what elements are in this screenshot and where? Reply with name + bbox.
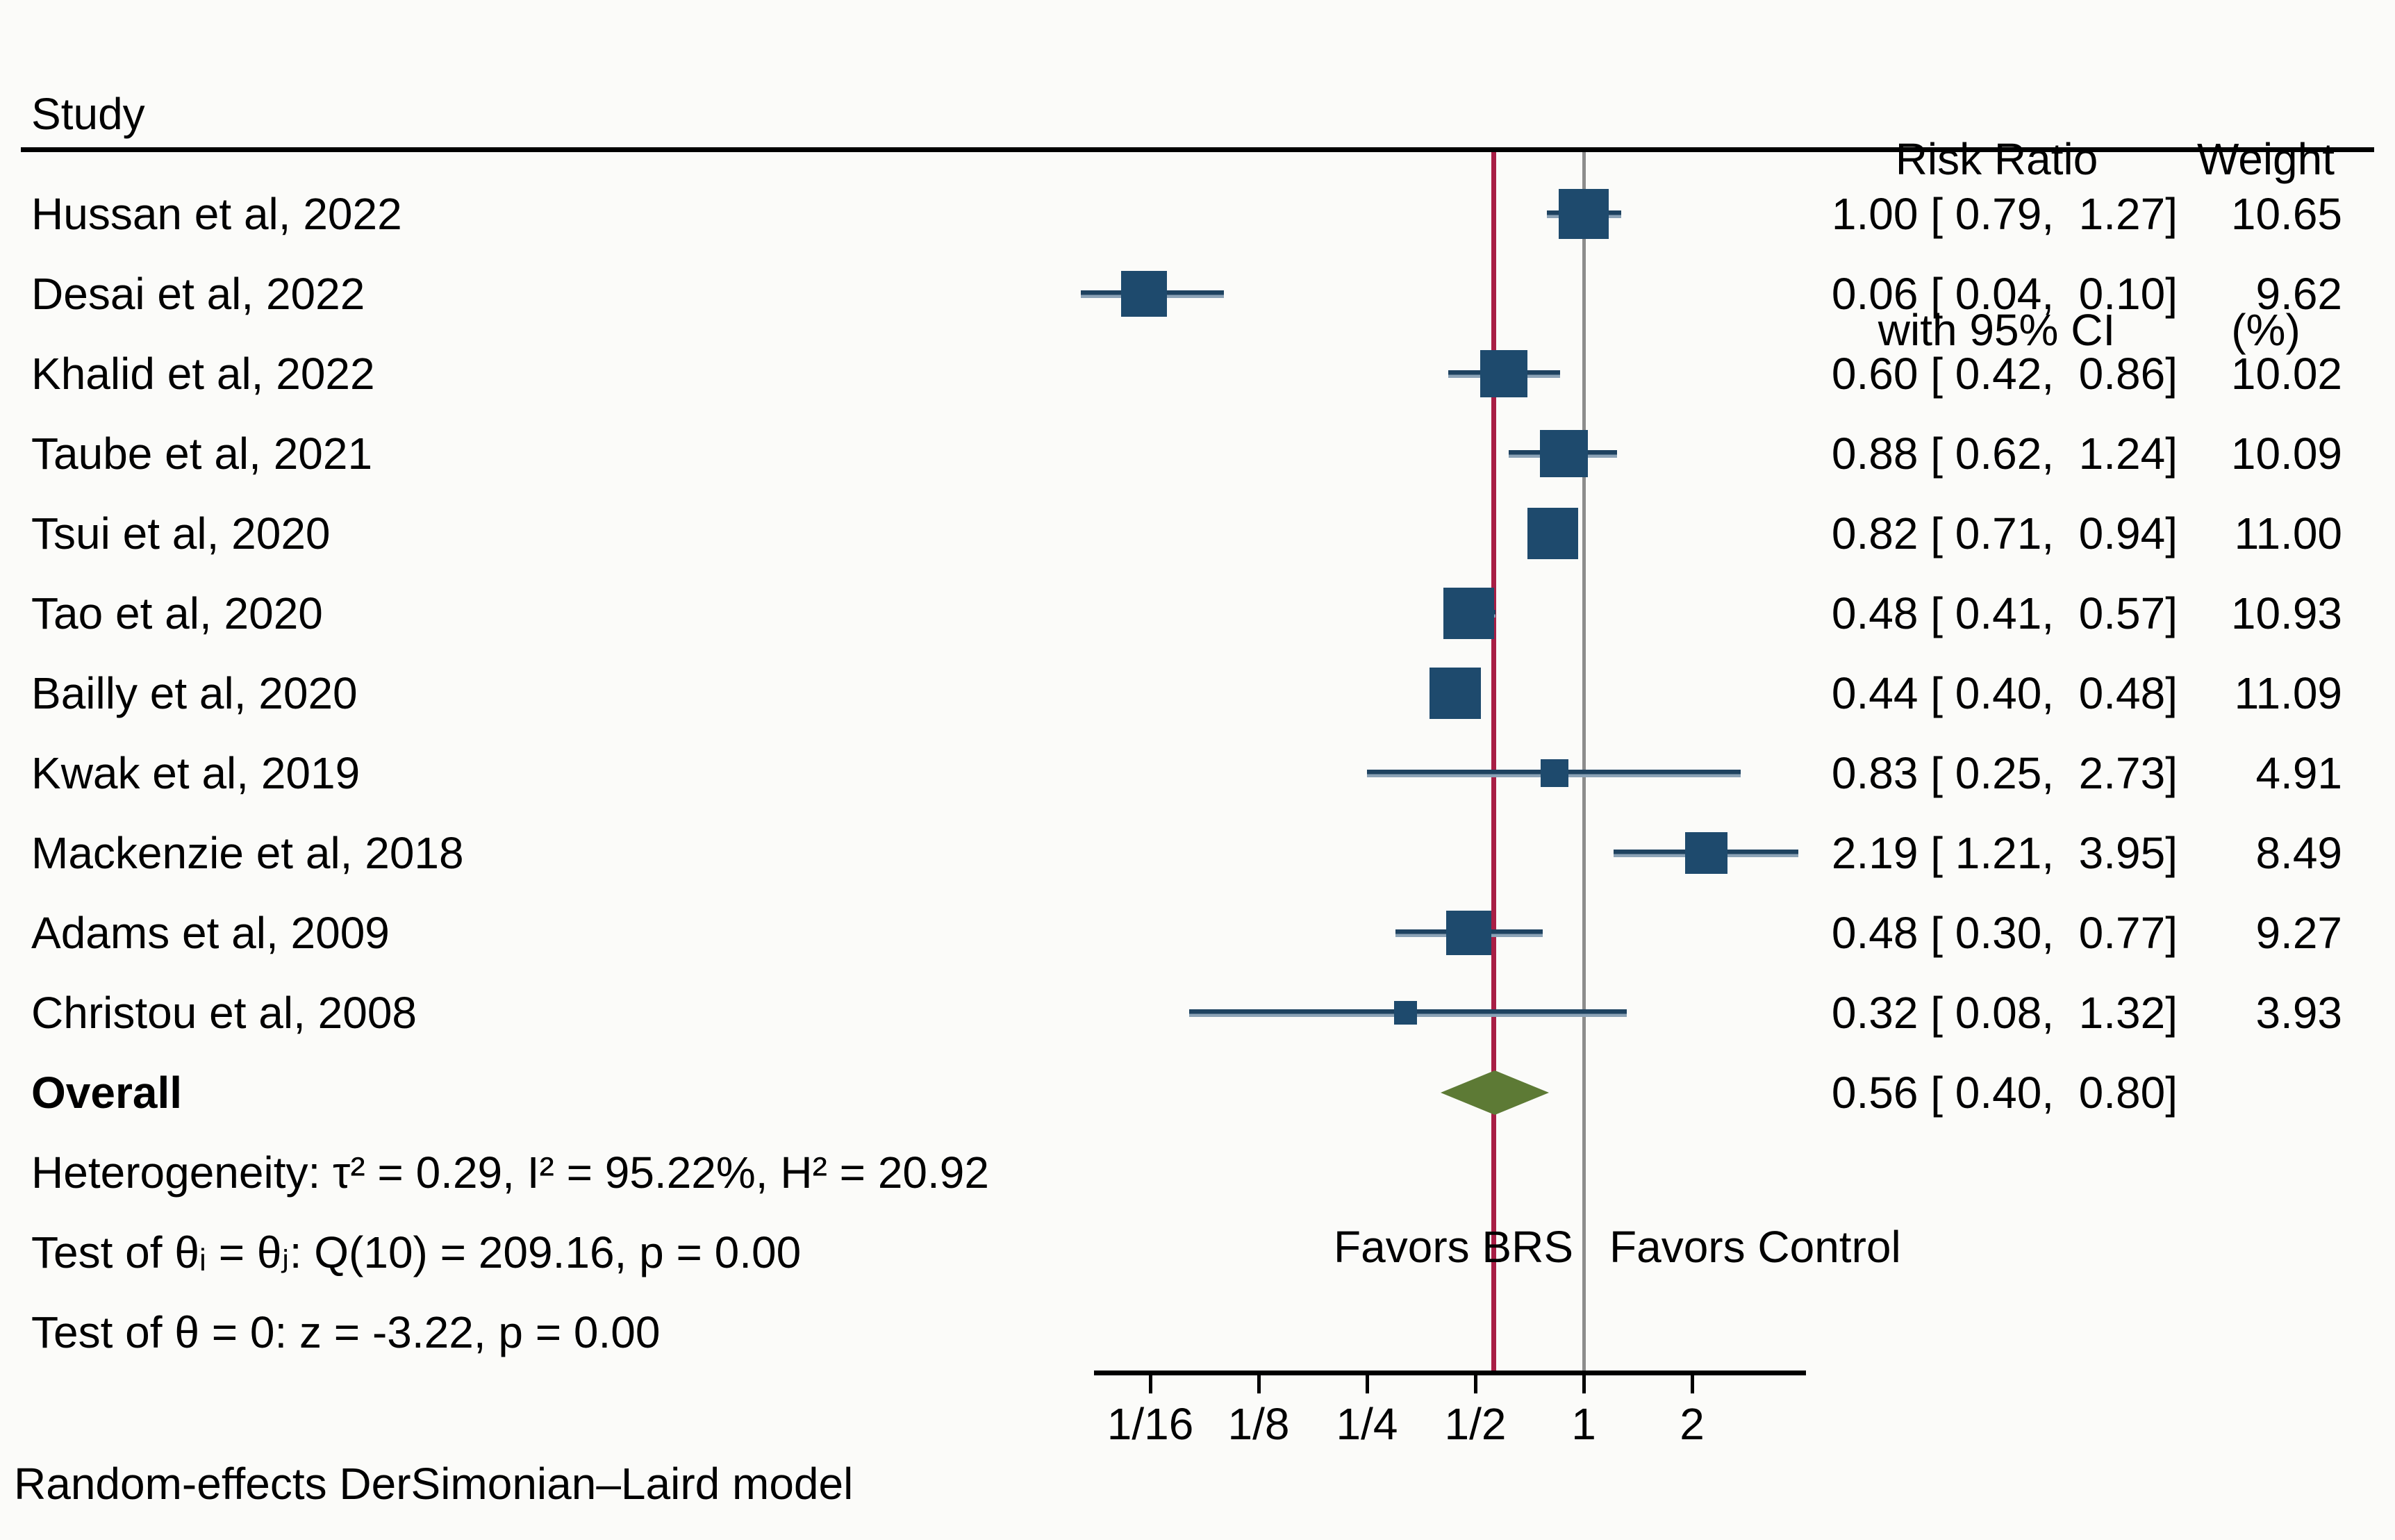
risk-ratio-value: 1.00 [ 0.79, 1.27] (1831, 189, 2178, 239)
study-label: Mackenzie et al, 2018 (31, 828, 464, 878)
effect-size-square (1443, 588, 1495, 639)
risk-ratio-header-line2: with 95% CI (1878, 305, 2116, 355)
x-axis-tick-mark (1474, 1375, 1477, 1393)
x-axis-tick-mark (1691, 1375, 1694, 1393)
study-label: Adams et al, 2009 (31, 908, 390, 958)
weight-header-line2: (%) (2231, 305, 2301, 355)
overall-risk-ratio-value: 0.56 [ 0.40, 0.80] (1831, 1068, 2178, 1118)
weight-value: 4.91 (2255, 748, 2342, 798)
x-axis-tick-label: 1 (1571, 1399, 1596, 1449)
study-label: Tsui et al, 2020 (31, 508, 331, 558)
study-label: Hussan et al, 2022 (31, 189, 402, 239)
study-label: Christou et al, 2008 (31, 988, 417, 1038)
x-axis-tick-label: 1/8 (1227, 1399, 1290, 1449)
overall-label: Overall (31, 1068, 183, 1118)
risk-ratio-value: 0.06 [ 0.04, 0.10] (1831, 269, 2178, 319)
x-axis-tick-mark (1582, 1375, 1586, 1393)
risk-ratio-header-line1: Risk Ratio (1895, 134, 2098, 184)
risk-ratio-value: 0.60 [ 0.42, 0.86] (1831, 349, 2178, 399)
weight-value: 11.09 (2234, 668, 2342, 718)
weight-value: 10.02 (2230, 349, 2342, 399)
favors-right-label: Favors Control (1609, 1222, 1901, 1272)
effect-size-square (1527, 508, 1579, 559)
effect-size-square (1541, 759, 1568, 787)
overall-diamond (1440, 1070, 1549, 1115)
x-axis-tick-mark (1257, 1375, 1261, 1393)
study-label: Desai et al, 2022 (31, 269, 365, 319)
test-theta-zero: Test of θ = 0: z = -3.22, p = 0.00 (31, 1307, 661, 1357)
heterogeneity-stats: Heterogeneity: τ² = 0.29, I² = 95.22%, H… (31, 1148, 989, 1198)
risk-ratio-value: 0.88 [ 0.62, 1.24] (1831, 429, 2178, 479)
weight-column-header: Weight (%) (2189, 17, 2342, 472)
risk-ratio-value: 0.44 [ 0.40, 0.48] (1831, 668, 2178, 718)
effect-size-square (1393, 1001, 1418, 1025)
test-theta-equality: Test of θᵢ = θⱼ: Q(10) = 209.16, p = 0.0… (31, 1227, 802, 1277)
x-axis-tick-label: 1/16 (1107, 1399, 1194, 1449)
risk-ratio-value: 0.83 [ 0.25, 2.73] (1831, 748, 2178, 798)
x-axis-tick-label: 1/4 (1336, 1399, 1398, 1449)
effect-size-square (1120, 270, 1168, 317)
x-axis-tick-label: 1/2 (1444, 1399, 1507, 1449)
study-label: Taube et al, 2021 (31, 429, 373, 479)
weight-value: 11.00 (2234, 508, 2342, 558)
risk-ratio-value: 0.82 [ 0.71, 0.94] (1831, 508, 2178, 558)
favors-left-label: Favors BRS (1334, 1222, 1573, 1272)
weight-value: 8.49 (2255, 828, 2342, 878)
study-label: Bailly et al, 2020 (31, 668, 358, 718)
risk-ratio-value: 0.32 [ 0.08, 1.32] (1831, 988, 2178, 1038)
header-rule (21, 147, 2374, 152)
overall-diamond-shape (1440, 1070, 1549, 1115)
study-label: Kwak et al, 2019 (31, 748, 361, 798)
model-note: Random-effects DerSimonian–Laird model (14, 1459, 854, 1509)
weight-value: 10.65 (2230, 189, 2342, 239)
effect-size-square (1559, 189, 1609, 239)
x-axis-tick-label: 2 (1680, 1399, 1705, 1449)
null-reference-line (1582, 152, 1586, 1371)
risk-ratio-value: 0.48 [ 0.41, 0.57] (1831, 588, 2178, 638)
risk-ratio-value: 2.19 [ 1.21, 3.95] (1831, 828, 2178, 878)
study-label: Khalid et al, 2022 (31, 349, 375, 399)
x-axis-line (1094, 1371, 1806, 1375)
effect-size-square (1539, 429, 1588, 478)
study-column-header: Study (31, 89, 145, 139)
effect-size-square (1685, 831, 1727, 875)
weight-header-line1: Weight (2196, 134, 2335, 184)
weight-value: 10.93 (2230, 588, 2342, 638)
effect-size-square (1446, 910, 1492, 956)
weight-value: 3.93 (2255, 988, 2342, 1038)
weight-value: 9.62 (2255, 269, 2342, 319)
weight-value: 10.09 (2230, 429, 2342, 479)
x-axis-tick-mark (1366, 1375, 1369, 1393)
risk-ratio-column-header: Risk Ratio with 95% CI (1816, 17, 2178, 472)
x-axis-tick-mark (1149, 1375, 1152, 1393)
risk-ratio-value: 0.48 [ 0.30, 0.77] (1831, 908, 2178, 958)
weight-value: 9.27 (2255, 908, 2342, 958)
effect-size-square (1480, 349, 1528, 398)
overall-estimate-line (1491, 152, 1496, 1371)
study-label: Tao et al, 2020 (31, 588, 323, 638)
effect-size-square (1429, 667, 1482, 720)
